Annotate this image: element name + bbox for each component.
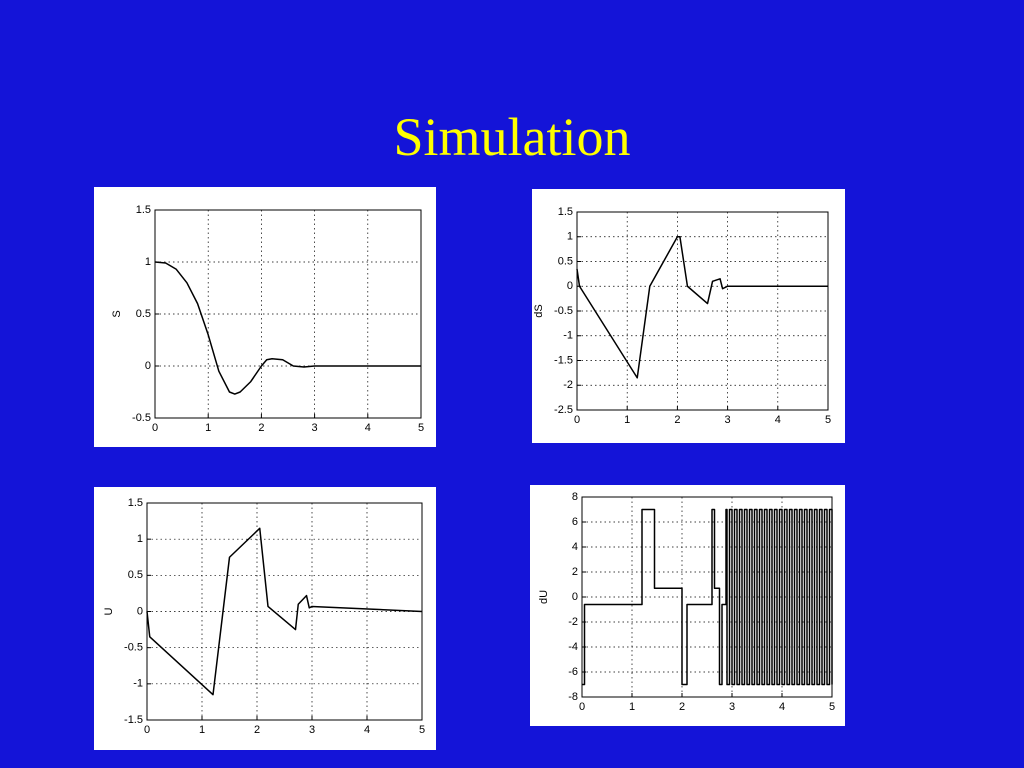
y-tick-label: 1 [567, 231, 573, 243]
y-tick-label: 1.5 [558, 206, 573, 218]
x-tick-label: 4 [364, 724, 370, 736]
plot-frame [154, 209, 422, 419]
x-tick-label: 5 [419, 724, 425, 736]
y-tick-label: -1.5 [554, 354, 573, 366]
x-tick-label: 3 [725, 414, 731, 426]
x-tick-label: 1 [205, 422, 211, 434]
y-tick-label: 0 [572, 591, 578, 603]
chart-panel [94, 187, 436, 447]
chart-panel [94, 487, 436, 750]
y-tick-label: -1 [133, 678, 143, 690]
y-tick-label: -8 [568, 691, 578, 703]
chart: 0 1 2 3 4 5-0.500.511.5S [94, 187, 436, 447]
x-tick-label: 2 [679, 701, 685, 713]
y-tick-label: 1.5 [128, 497, 143, 509]
chart: 0 1 2 3 4 5 -1.5 -1 -0.5 0 0.5 1 1.5 U [94, 487, 436, 750]
x-tick-label: 2 [254, 724, 260, 736]
x-tick-label: 0 [144, 724, 150, 736]
x-tick-label: 4 [775, 414, 781, 426]
x-tick-label: 2 [258, 422, 264, 434]
data-line [146, 527, 423, 696]
chart: 0 1 2 3 4 5 -8 -6 -4 -2 0 2 4 6 8 dU [530, 485, 845, 726]
x-tick-label: 3 [729, 701, 735, 713]
y-tick-label: -0.5 [124, 642, 143, 654]
y-tick-label: 1 [137, 533, 143, 545]
plot-frame [576, 211, 829, 411]
y-tick-label: 0 [137, 605, 143, 617]
x-tick-label: 5 [829, 701, 835, 713]
x-tick-label: 3 [309, 724, 315, 736]
data-line [154, 261, 421, 395]
y-tick-label: -1 [563, 330, 573, 342]
y-tick-label: 0.5 [128, 569, 143, 581]
y-tick-label: -2 [563, 379, 573, 391]
y-tick-label: -2 [568, 616, 578, 628]
y-tick-label: 8 [572, 491, 578, 503]
x-tick-label: 1 [199, 724, 205, 736]
y-axis-label: dS [533, 304, 545, 317]
x-tick-label: 5 [825, 414, 831, 426]
chart-panel [532, 189, 845, 443]
y-tick-label: 1 [145, 256, 151, 268]
x-tick-label: 0 [579, 701, 585, 713]
y-tick-label: 0 [567, 280, 573, 292]
x-tick-label: 4 [779, 701, 785, 713]
y-tick-label: 0 [145, 360, 151, 372]
x-tick-label: 0 [152, 422, 158, 434]
y-tick-label: -6 [568, 666, 578, 678]
y-axis-label: U [103, 607, 115, 615]
y-tick-label: 0.5 [558, 255, 573, 267]
y-tick-label: -0.5 [554, 305, 573, 317]
x-tick-label: 1 [629, 701, 635, 713]
x-tick-label: 5 [418, 422, 424, 434]
y-tick-label: 2 [572, 566, 578, 578]
chart: 0 1 2 3 4 5 -2.5 -2 -1.5 -1 -0.5 0 0.5 1 1.5 dS [532, 189, 845, 443]
y-tick-label: -4 [568, 641, 578, 653]
x-tick-label: 3 [312, 422, 318, 434]
data-line [582, 508, 833, 686]
x-tick-label: 2 [674, 414, 680, 426]
y-tick-label: 1.5 [136, 204, 151, 216]
y-tick-label: -2.5 [554, 404, 573, 416]
y-tick-label: -1.5 [124, 714, 143, 726]
y-tick-label: -0.5 [132, 412, 151, 424]
x-tick-label: 1 [624, 414, 630, 426]
slide-title: Simulation [393, 107, 630, 167]
y-tick-label: 4 [572, 541, 578, 553]
y-axis-label: dU [538, 590, 550, 604]
y-tick-label: 6 [572, 516, 578, 528]
y-axis-label: S [111, 310, 123, 317]
y-tick-label: 0.5 [136, 308, 151, 320]
x-tick-label: 0 [574, 414, 580, 426]
x-tick-label: 4 [365, 422, 371, 434]
data-line [576, 236, 828, 379]
